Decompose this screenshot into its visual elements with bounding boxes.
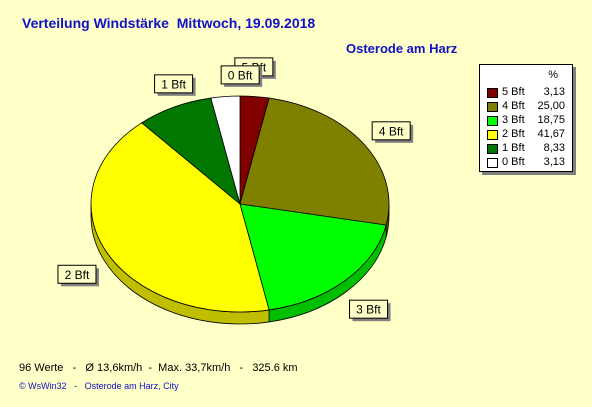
slice-label-text: 0 Bft <box>228 68 253 82</box>
legend-value: 3,13 <box>543 156 565 168</box>
legend-item-0-bft: 0 Bft 3,13 <box>487 156 571 169</box>
slice-label-3-bft: 3 Bft <box>349 299 391 322</box>
location-label: Osterode am Harz <box>346 41 458 56</box>
legend-percent-header: % <box>548 69 558 81</box>
legend: % 5 Bft 3,13 4 Bft 25,00 3 Bft 18,75 2 Bft 41,6… <box>479 64 573 172</box>
slice-label-2-bft: 2 Bft <box>57 264 99 287</box>
legend-swatch <box>487 158 498 168</box>
chart-title: Verteilung Windstärke Mittwoch, 19.09.20… <box>22 15 316 31</box>
slice-label-0-bft: 0 Bft <box>220 65 263 87</box>
pie-slice-4-bft <box>239 97 390 226</box>
legend-label: 4 Bft <box>502 100 525 112</box>
legend-label: 3 Bft <box>502 114 525 126</box>
slice-label-text: 1 Bft <box>161 77 186 91</box>
legend-swatch <box>487 116 498 126</box>
slice-label-text: 2 Bft <box>65 268 90 282</box>
pie-slice-0-bft <box>210 95 241 205</box>
legend-item-1-bft: 1 Bft 8,33 <box>487 142 571 155</box>
pie-slice-2-bft <box>90 122 270 313</box>
legend-value: 25,00 <box>537 100 565 112</box>
legend-label: 1 Bft <box>502 142 525 154</box>
legend-swatch <box>487 130 498 140</box>
legend-item-3-bft: 3 Bft 18,75 <box>487 114 571 127</box>
slice-label-1-bft: 1 Bft <box>154 74 196 96</box>
legend-label: 0 Bft <box>502 156 525 168</box>
legend-value: 8,33 <box>543 142 565 154</box>
pie-slice-3-bft <box>239 203 387 311</box>
legend-swatch <box>487 144 498 154</box>
legend-label: 2 Bft <box>502 128 525 140</box>
slice-label-text: 4 Bft <box>379 124 404 138</box>
legend-value: 41,67 <box>537 128 565 140</box>
legend-swatch <box>487 88 498 98</box>
slice-label-text: 3 Bft <box>356 303 381 317</box>
slice-label-4-bft: 4 Bft <box>371 121 414 143</box>
legend-item-4-bft: 4 Bft 25,00 <box>487 100 571 113</box>
statistics-text: 96 Werte - Ø 13,6km/h - Max. 33,7km/h - … <box>19 362 298 374</box>
copyright-text: © WsWin32 - Osterode am Harz, City <box>19 381 179 391</box>
legend-swatch <box>487 102 498 112</box>
legend-value: 3,13 <box>543 86 565 98</box>
legend-item-2-bft: 2 Bft 41,67 <box>487 128 571 141</box>
legend-item-5-bft: 5 Bft 3,13 <box>487 86 571 99</box>
legend-value: 18,75 <box>537 114 565 126</box>
legend-label: 5 Bft <box>502 86 525 98</box>
